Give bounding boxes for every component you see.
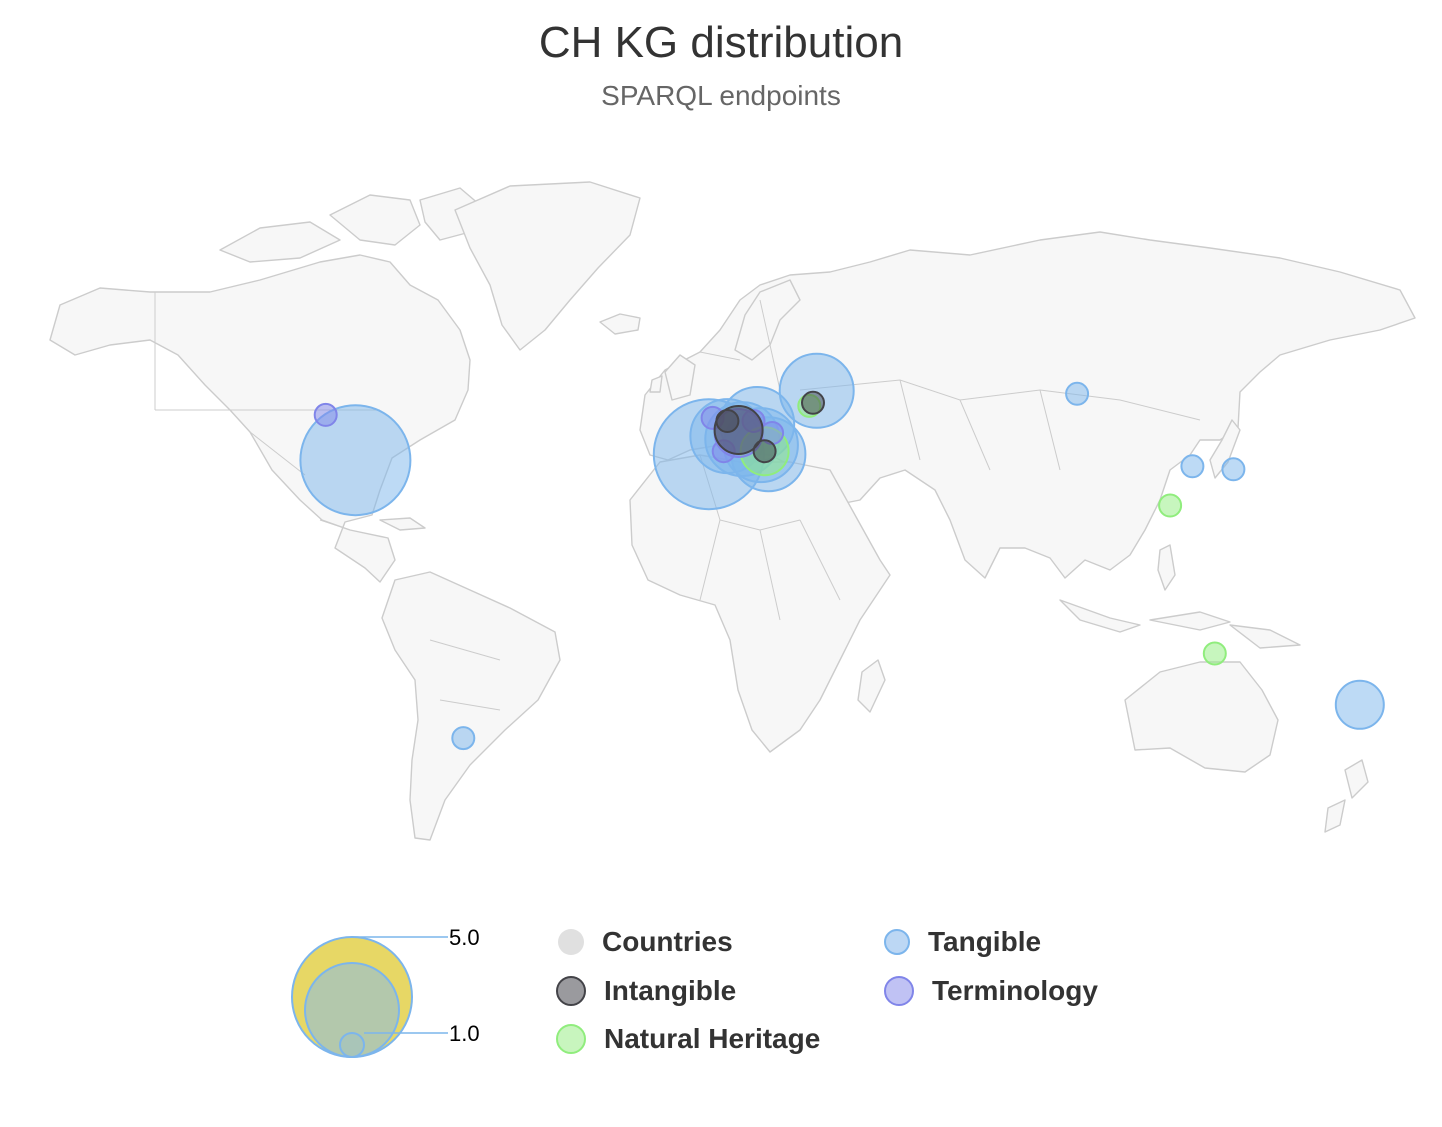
tangible-swatch-icon	[884, 929, 910, 955]
land-new-zealand	[1324, 759, 1369, 833]
bubble-legend-min-label: 1.0	[449, 1021, 480, 1046]
natural-heritage-swatch-icon	[556, 1024, 586, 1054]
land-iceland	[599, 313, 641, 335]
legend-item-intangible[interactable]: Intangible	[556, 973, 736, 1009]
bubbles-layer[interactable]	[299, 352, 1385, 751]
bubble-legend-max-label: 5.0	[449, 925, 480, 950]
land-scandinavia	[734, 279, 801, 361]
intangible-swatch-icon	[556, 976, 586, 1006]
bubble-size-legend: 5.0 1.0	[291, 925, 480, 1058]
chart-subtitle: SPARQL endpoints	[601, 80, 841, 111]
legend-label: Tangible	[928, 926, 1042, 957]
land-arctic-islands	[219, 187, 481, 263]
bubble-intangible-3[interactable]	[752, 439, 777, 464]
bubble-tangible-9[interactable]	[1065, 381, 1090, 406]
land-indonesia	[1059, 599, 1301, 649]
bubble-legend-min	[339, 1032, 365, 1058]
land-japan	[1209, 419, 1241, 479]
land-greenland	[454, 181, 641, 351]
bubble-tangible-7[interactable]	[778, 352, 855, 429]
bubble-tangible-11[interactable]	[1221, 457, 1246, 482]
land-australia	[1124, 661, 1279, 773]
legend-label: Intangible	[604, 975, 737, 1006]
legend-item-terminology[interactable]: Terminology	[884, 973, 1098, 1009]
bubble-intangible-0[interactable]	[801, 390, 825, 415]
land-madagascar	[857, 659, 886, 713]
bubble-tangible-12[interactable]	[451, 726, 476, 751]
bubble-tangible-0[interactable]	[299, 404, 412, 517]
legend-label: Natural Heritage	[604, 1023, 821, 1054]
land-philippines	[1157, 544, 1176, 591]
terminology-swatch-icon	[884, 976, 914, 1006]
legend-item-natural-heritage[interactable]: Natural Heritage	[556, 1021, 820, 1057]
bubble-terminology-0[interactable]	[313, 402, 338, 427]
countries-layer	[49, 181, 1416, 841]
bubble-natural-heritage-2[interactable]	[1158, 493, 1183, 518]
legend-item-countries[interactable]: Countries	[558, 924, 733, 960]
bubble-tangible-8[interactable]	[1334, 679, 1385, 730]
land-south-america	[381, 571, 561, 841]
bubble-intangible-2[interactable]	[715, 409, 740, 433]
bubble-tangible-10[interactable]	[1180, 454, 1205, 479]
bubble-natural-heritage-3[interactable]	[1202, 641, 1227, 666]
legend-label: Terminology	[932, 975, 1098, 1006]
legend-label: Countries	[602, 926, 733, 957]
countries-swatch-icon	[558, 929, 584, 955]
chart-title: CH KG distribution	[538, 18, 904, 67]
legend-item-tangible[interactable]: Tangible	[884, 924, 1041, 960]
land-caribbean	[379, 517, 426, 531]
land-north-america	[49, 254, 471, 583]
land-british-isles	[649, 354, 696, 401]
